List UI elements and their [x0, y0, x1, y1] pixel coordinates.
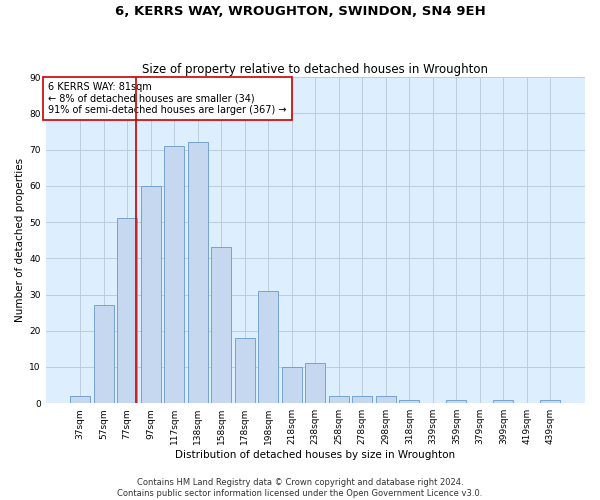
- Bar: [117, 218, 137, 403]
- Bar: [70, 396, 90, 403]
- Bar: [352, 396, 373, 403]
- Bar: [140, 186, 161, 403]
- Text: 6 KERRS WAY: 81sqm
← 8% of detached houses are smaller (34)
91% of semi-detached: 6 KERRS WAY: 81sqm ← 8% of detached hous…: [48, 82, 287, 116]
- Bar: [329, 396, 349, 403]
- Y-axis label: Number of detached properties: Number of detached properties: [15, 158, 25, 322]
- Bar: [282, 367, 302, 403]
- Text: Contains HM Land Registry data © Crown copyright and database right 2024.
Contai: Contains HM Land Registry data © Crown c…: [118, 478, 482, 498]
- Bar: [541, 400, 560, 403]
- Bar: [258, 291, 278, 403]
- Bar: [188, 142, 208, 403]
- Bar: [235, 338, 254, 403]
- Bar: [164, 146, 184, 403]
- Bar: [94, 306, 113, 403]
- Bar: [493, 400, 514, 403]
- Bar: [446, 400, 466, 403]
- X-axis label: Distribution of detached houses by size in Wroughton: Distribution of detached houses by size …: [175, 450, 455, 460]
- Bar: [400, 400, 419, 403]
- Text: 6, KERRS WAY, WROUGHTON, SWINDON, SN4 9EH: 6, KERRS WAY, WROUGHTON, SWINDON, SN4 9E…: [115, 5, 485, 18]
- Bar: [376, 396, 396, 403]
- Title: Size of property relative to detached houses in Wroughton: Size of property relative to detached ho…: [142, 63, 488, 76]
- Bar: [211, 248, 231, 403]
- Bar: [305, 364, 325, 403]
